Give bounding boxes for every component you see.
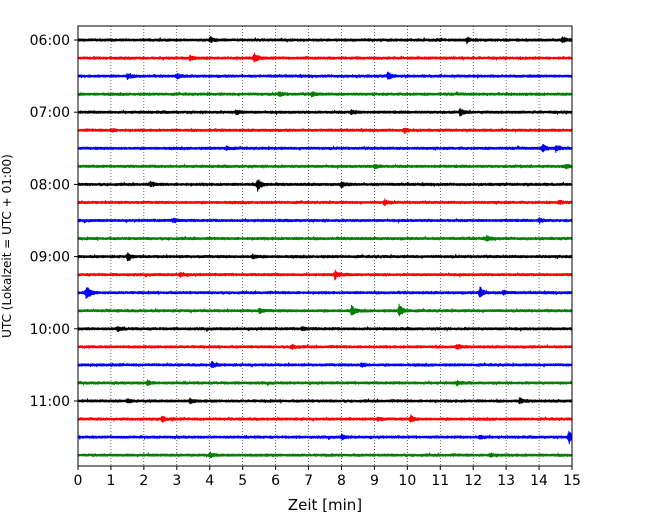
x-tick-label-2: 2 xyxy=(139,473,148,489)
y-tick-label-2: 08:00 xyxy=(30,177,70,193)
y-tick-label-3: 09:00 xyxy=(30,250,70,266)
x-axis-title: Zeit [min] xyxy=(288,496,362,514)
x-tick-label-13: 13 xyxy=(497,473,515,489)
x-tick-label-0: 0 xyxy=(74,473,83,489)
x-tick-label-9: 9 xyxy=(370,473,379,489)
x-tick-label-3: 3 xyxy=(172,473,181,489)
y-axis-ticks: 06:00 07:00 08:00 09:00 10:00 11:00 xyxy=(30,33,78,410)
x-tick-label-1: 1 xyxy=(106,473,115,489)
x-axis-ticks: 0 1 2 3 4 5 6 7 8 9 10 11 12 13 14 15 xyxy=(74,466,581,489)
plot-area xyxy=(78,26,572,466)
x-tick-label-6: 6 xyxy=(271,473,280,489)
x-tick-label-10: 10 xyxy=(398,473,416,489)
y-axis-title: UTC (Lokalzeit = UTC + 01:00) xyxy=(0,154,14,338)
y-tick-label-4: 10:00 xyxy=(30,322,70,338)
y-tick-label-1: 07:00 xyxy=(30,105,70,121)
x-tick-label-14: 14 xyxy=(530,473,548,489)
y-tick-label-5: 11:00 xyxy=(30,394,70,410)
x-tick-label-15: 15 xyxy=(563,473,581,489)
x-tick-label-11: 11 xyxy=(431,473,449,489)
y-tick-label-0: 06:00 xyxy=(30,33,70,49)
plot-frame xyxy=(77,25,573,467)
trace-lines xyxy=(77,36,573,459)
x-tick-label-5: 5 xyxy=(238,473,247,489)
x-tick-label-8: 8 xyxy=(337,473,346,489)
x-tick-label-12: 12 xyxy=(464,473,482,489)
x-tick-label-7: 7 xyxy=(304,473,313,489)
x-tick-label-4: 4 xyxy=(205,473,214,489)
